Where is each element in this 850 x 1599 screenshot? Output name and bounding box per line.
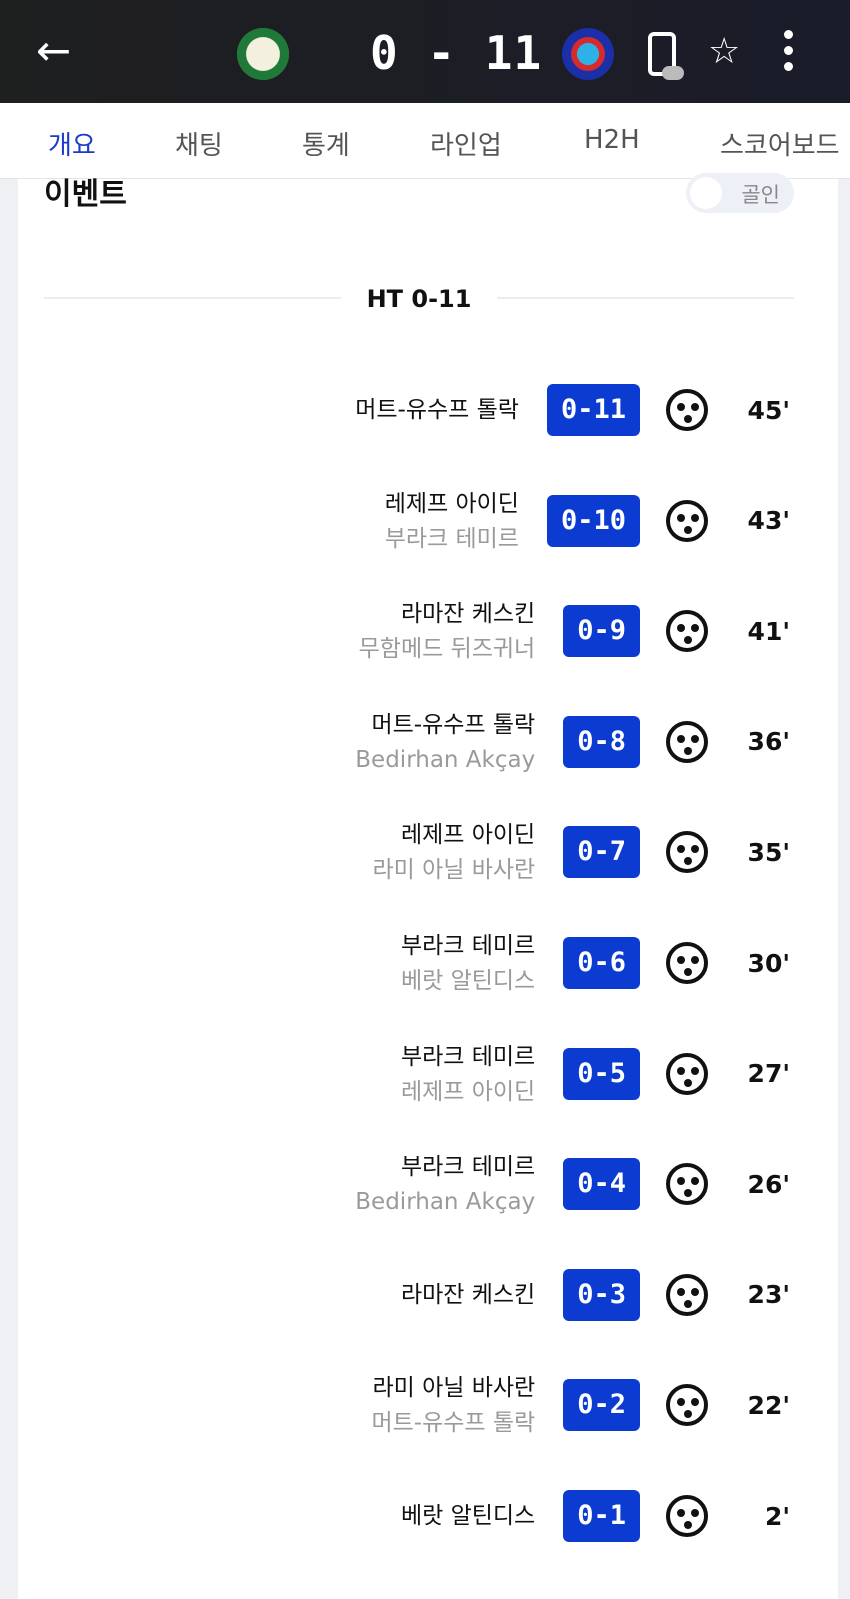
- assist-name: 베랏 알틴디스: [400, 968, 536, 994]
- goal-event: 부라크 테미르 레제프 아이딘 0-5 27': [401, 1034, 790, 1114]
- assist-name: 머트-유수프 톨락: [371, 1410, 536, 1437]
- more-icon[interactable]: [784, 30, 794, 78]
- event-players: 머트-유수프 톨락 Bedirhan Akçay: [355, 707, 535, 777]
- phone-widget-icon[interactable]: [648, 32, 684, 80]
- score-badge: 0-5: [563, 1047, 640, 1100]
- event-players: 라마잔 케스킨 무함메드 뒤즈귀너: [359, 596, 536, 666]
- assist-name: Bedirhan Akçay: [355, 1189, 536, 1216]
- soccer-ball-icon: [666, 1163, 708, 1206]
- scorer-name: 머트-유수프 톨락: [355, 397, 519, 423]
- soccer-ball-icon: [666, 720, 708, 763]
- score-badge: 0-2: [563, 1379, 640, 1432]
- back-arrow-icon[interactable]: ←: [36, 26, 72, 75]
- event-minute: 45': [747, 395, 790, 425]
- tab-lineup[interactable]: 라인업: [430, 131, 502, 161]
- event-minute: 35': [747, 837, 790, 867]
- soccer-ball-icon: [666, 942, 708, 984]
- score-badge: 0-3: [563, 1268, 640, 1321]
- score-badge: 0-10: [546, 494, 640, 547]
- away-team-logo[interactable]: [562, 28, 614, 80]
- goal-event: 라마잔 케스킨 0-3 23': [401, 1255, 790, 1335]
- scorer-name: 라마잔 케스킨: [400, 601, 536, 628]
- score-badge: 0-7: [563, 826, 640, 879]
- event-minute: 36': [747, 727, 790, 757]
- scorer-name: 라미 아닐 바사란: [372, 1375, 536, 1402]
- star-icon[interactable]: ☆: [708, 31, 741, 72]
- event-players: 레제프 아이딘 부라크 테미르: [385, 486, 519, 556]
- goal-event: 베랏 알틴디스 0-1 2': [401, 1476, 790, 1556]
- goal-event: 레제프 아이딘 라미 아닐 바사란 0-7 35': [372, 812, 790, 892]
- assist-name: 레제프 아이딘: [400, 1078, 536, 1105]
- score-badge: 0-1: [563, 1490, 640, 1542]
- scorer-name: 레제프 아이딘: [384, 490, 519, 517]
- score-badge: 0-9: [563, 605, 640, 658]
- scorer-name: 머트-유수프 톨락: [371, 711, 536, 738]
- event-minute: 43': [747, 506, 790, 536]
- event-minute: 30': [747, 948, 790, 978]
- score-badge: 0-4: [563, 1158, 640, 1211]
- scorer-name: 부라크 테미르: [400, 933, 536, 959]
- event-minute: 23': [747, 1280, 790, 1310]
- match-score: 0 - 11: [370, 26, 543, 80]
- halftime-divider: HT 0-11: [44, 285, 794, 313]
- goal-event: 부라크 테미르 Bedirhan Akçay 0-4 26': [355, 1144, 790, 1224]
- toggle-label: 골인: [741, 183, 780, 207]
- goal-event: 라미 아닐 바사란 머트-유수프 톨락 0-2 22': [371, 1365, 790, 1445]
- assist-name: 무함메드 뒤즈귀너: [358, 636, 536, 663]
- event-minute: 27': [747, 1059, 790, 1089]
- toggle-knob: [690, 177, 722, 209]
- event-players: 베랏 알틴디스: [401, 1498, 535, 1534]
- tab-bar: 개요 채팅 통계 라인업 H2H 스코어보드: [0, 103, 850, 179]
- goals-toggle[interactable]: 골인: [686, 173, 794, 213]
- event-players: 머트-유수프 톨락: [355, 392, 519, 428]
- soccer-ball-icon: [666, 1384, 708, 1427]
- score-badge: 0-6: [563, 937, 640, 989]
- goal-event: 머트-유수프 톨락 0-11 45': [355, 370, 790, 450]
- section-title: 이벤트: [44, 177, 127, 212]
- event-players: 라미 아닐 바사란 머트-유수프 톨락: [371, 1370, 535, 1440]
- soccer-ball-icon: [666, 1052, 708, 1095]
- soccer-ball-icon: [666, 831, 708, 874]
- event-players: 부라크 테미르 Bedirhan Akçay: [355, 1149, 535, 1219]
- soccer-ball-icon: [666, 499, 708, 542]
- goal-event: 레제프 아이딘 부라크 테미르 0-10 43': [385, 481, 790, 561]
- tab-stats[interactable]: 통계: [302, 131, 350, 161]
- tab-overview[interactable]: 개요: [48, 125, 96, 162]
- goal-event: 머트-유수프 톨락 Bedirhan Akçay 0-8 36': [355, 702, 790, 782]
- match-header: ← 0 - 11 ☆: [0, 0, 850, 103]
- scorer-name: 부라크 테미르: [400, 1043, 536, 1070]
- goal-event: 라마잔 케스킨 무함메드 뒤즈귀너 0-9 41': [359, 591, 790, 671]
- scorer-name: 부라크 테미르: [400, 1154, 536, 1181]
- score-badge: 0-11: [546, 384, 640, 436]
- event-players: 부라크 테미르 베랏 알틴디스: [401, 928, 535, 998]
- home-team-logo[interactable]: [237, 28, 289, 80]
- assist-name: Bedirhan Akçay: [355, 746, 536, 773]
- event-minute: 26': [747, 1169, 790, 1199]
- event-minute: 41': [747, 616, 790, 646]
- tab-chat[interactable]: 채팅: [175, 131, 223, 161]
- scorer-name: 레제프 아이딘: [400, 822, 536, 849]
- halftime-label: HT 0-11: [340, 285, 498, 313]
- tab-scoreboard[interactable]: 스코어보드: [720, 131, 840, 161]
- soccer-ball-icon: [666, 1273, 708, 1316]
- event-minute: 2': [764, 1501, 790, 1531]
- goal-event: 부라크 테미르 베랏 알틴디스 0-6 30': [401, 923, 790, 1003]
- soccer-ball-icon: [666, 610, 708, 653]
- assist-name: 라미 아닐 바사란: [372, 857, 536, 884]
- soccer-ball-icon: [666, 1495, 708, 1537]
- event-minute: 22': [747, 1390, 790, 1420]
- event-players: 레제프 아이딘 라미 아닐 바사란: [372, 817, 535, 887]
- event-players: 라마잔 케스킨: [401, 1277, 535, 1313]
- tab-h2h[interactable]: H2H: [584, 125, 640, 155]
- scorer-name: 라마잔 케스킨: [400, 1281, 536, 1308]
- soccer-ball-icon: [666, 389, 708, 431]
- event-players: 부라크 테미르 레제프 아이딘: [401, 1039, 535, 1109]
- events-card: 이벤트 골인 HT 0-11 머트-유수프 톨락 0-11 45' 레제프 아이…: [18, 173, 838, 1599]
- assist-name: 부라크 테미르: [384, 525, 519, 552]
- score-badge: 0-8: [563, 715, 640, 768]
- scorer-name: 베랏 알틴디스: [400, 1503, 536, 1529]
